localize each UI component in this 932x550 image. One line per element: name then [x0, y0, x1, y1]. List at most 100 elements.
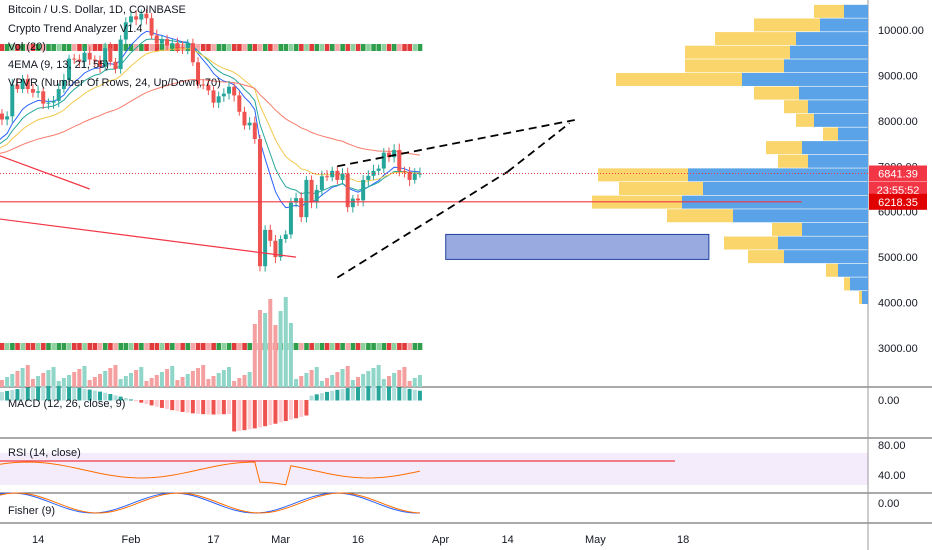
- trend-strip-cell: [360, 343, 366, 350]
- vpvr-down-bar: [820, 18, 868, 32]
- vpvr-down-bar: [733, 209, 868, 223]
- trend-strip-cell: [371, 343, 376, 350]
- trend-strip-cell: [201, 343, 206, 350]
- macd-histogram-bar: [103, 392, 108, 401]
- volume-bar: [330, 375, 335, 387]
- trend-strip-cell: [0, 44, 5, 51]
- wedge-line: [337, 119, 575, 168]
- volume-bar: [294, 379, 299, 387]
- candle-body: [330, 170, 335, 178]
- candle-body: [402, 170, 407, 172]
- volume-bar: [123, 376, 128, 387]
- volume-bar: [15, 371, 20, 387]
- vpvr-up-bar: [784, 100, 808, 114]
- macd-histogram-bar: [330, 390, 335, 401]
- trend-strip-cell: [350, 343, 356, 350]
- macd-histogram-bar: [56, 386, 61, 401]
- candle-body: [180, 47, 185, 49]
- trend-strip-cell: [180, 343, 185, 350]
- trend-strip-cell: [211, 343, 216, 350]
- candle-body: [294, 198, 299, 203]
- trend-strip-cell: [299, 44, 304, 51]
- candle-body: [227, 86, 231, 94]
- vpvr-up-bar: [796, 113, 814, 127]
- trend-strip-cell: [82, 343, 87, 350]
- trend-strip-cell: [304, 44, 309, 51]
- candle-body: [268, 229, 273, 241]
- volume-bar: [345, 366, 350, 387]
- volume-bar: [190, 371, 195, 387]
- volume-bar: [170, 366, 175, 387]
- volume-bar: [113, 365, 118, 387]
- trend-strip-cell: [314, 44, 320, 51]
- volume-bar: [392, 373, 397, 387]
- trend-strip-cell: [35, 343, 41, 350]
- trend-strip-cell: [159, 343, 165, 350]
- trend-strip-cell: [283, 44, 289, 51]
- trend-strip-cell: [66, 343, 72, 350]
- trend-strip-cell: [288, 44, 294, 51]
- trend-strip-cell: [247, 44, 253, 51]
- trend-strip-cell: [226, 343, 232, 350]
- macd-histogram-bar: [361, 386, 366, 401]
- trend-strip-cell: [20, 44, 25, 51]
- macd-histogram-bar: [371, 386, 376, 401]
- trend-strip-cell: [371, 44, 376, 51]
- volume-bar: [350, 380, 355, 387]
- macd-histogram-bar: [392, 386, 397, 401]
- volume-bar: [263, 313, 268, 387]
- volume-bar: [134, 370, 139, 387]
- volume-bar: [165, 369, 170, 387]
- macd-histogram-bar: [46, 386, 51, 401]
- time-tick-label: 18: [677, 534, 689, 546]
- trend-strip-cell: [128, 343, 134, 350]
- macd-histogram-bar: [82, 388, 87, 401]
- trend-strip-cell: [299, 343, 304, 350]
- macd-histogram-bar: [412, 389, 417, 401]
- trend-strip-cell: [15, 343, 20, 350]
- volume-bar: [278, 311, 283, 387]
- time-tick-label: 14: [502, 534, 514, 546]
- volume-bar: [82, 366, 87, 387]
- volume-bar: [376, 365, 381, 387]
- rsi-line: [0, 461, 421, 486]
- vpvr-down-bar: [703, 182, 868, 195]
- trend-strip-cell: [30, 44, 36, 51]
- candle-body: [190, 43, 195, 63]
- macd-histogram-bar: [288, 400, 293, 420]
- trend-strip-cell: [25, 343, 31, 350]
- trend-strip-cell: [345, 343, 351, 350]
- volume-bar: [108, 368, 113, 387]
- trend-strip-cell: [407, 343, 412, 350]
- trend-strip-cell: [345, 44, 351, 51]
- trend-strip-cell: [61, 44, 67, 51]
- trend-strip-cell: [10, 343, 15, 350]
- trend-strip-cell: [185, 343, 191, 350]
- trend-strip-cell: [144, 44, 149, 51]
- trend-strip-cell: [381, 343, 387, 350]
- macd-histogram-bar: [227, 400, 231, 414]
- trend-strip-cell: [164, 343, 170, 350]
- trend-strip-cell: [51, 44, 56, 51]
- volume-bar: [92, 377, 97, 387]
- price-tick-label: 3000.00: [878, 343, 918, 355]
- trend-strip-cell: [15, 44, 20, 51]
- volume-bar: [0, 380, 4, 387]
- price-tag-label: 6218.35: [878, 197, 918, 209]
- macd-histogram-bar: [294, 400, 299, 419]
- vpvr-up-bar: [685, 59, 784, 73]
- volume-bar: [232, 381, 237, 387]
- trend-strip-cell: [144, 343, 149, 350]
- price-tag-label: 6841.39: [878, 168, 918, 180]
- volume-bar: [304, 373, 309, 387]
- trend-strip-cell: [41, 44, 46, 51]
- price-tick-label: 9000.00: [878, 70, 918, 82]
- vpvr-up-bar: [715, 32, 796, 46]
- volume-bar: [211, 376, 216, 387]
- macd-histogram-bar: [36, 386, 41, 401]
- trend-strip-cell: [30, 343, 36, 350]
- candle-body: [371, 170, 376, 176]
- volume-bar: [288, 323, 293, 387]
- candle-body: [206, 84, 211, 91]
